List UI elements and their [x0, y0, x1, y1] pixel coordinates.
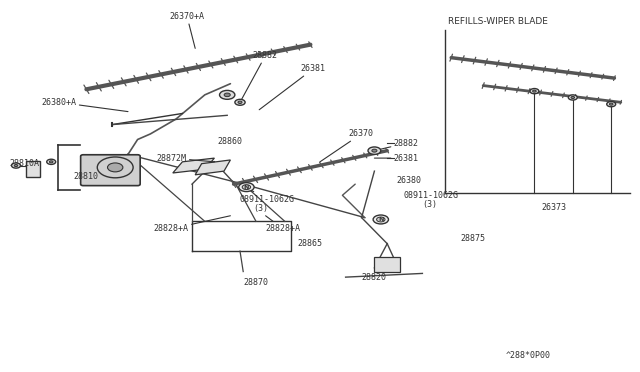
Circle shape	[372, 149, 377, 152]
Text: 28820: 28820	[362, 273, 387, 282]
Text: 26381: 26381	[374, 154, 419, 163]
Text: 26370: 26370	[320, 129, 374, 162]
Polygon shape	[173, 158, 214, 173]
Text: N: N	[244, 185, 249, 190]
Text: 28872M: 28872M	[157, 154, 214, 163]
Text: 28810: 28810	[74, 172, 99, 181]
Text: 08911-1062G: 08911-1062G	[240, 188, 295, 203]
Circle shape	[235, 99, 245, 105]
Text: 28882: 28882	[374, 139, 419, 151]
Circle shape	[12, 163, 20, 168]
Circle shape	[238, 101, 242, 103]
Polygon shape	[374, 257, 400, 272]
Polygon shape	[195, 160, 230, 175]
Circle shape	[568, 95, 577, 100]
FancyBboxPatch shape	[81, 155, 140, 186]
Circle shape	[49, 161, 53, 163]
Text: N: N	[378, 217, 383, 222]
Text: 28828+A: 28828+A	[154, 216, 230, 233]
Text: 28875: 28875	[461, 234, 486, 243]
Text: 28860: 28860	[218, 137, 243, 146]
Bar	[26, 161, 40, 177]
Circle shape	[609, 103, 613, 105]
Circle shape	[14, 164, 18, 167]
Text: REFILLS-WIPER BLADE: REFILLS-WIPER BLADE	[448, 17, 548, 26]
Circle shape	[220, 90, 235, 99]
Text: (3): (3)	[422, 200, 437, 209]
Text: 28810A: 28810A	[10, 159, 40, 168]
Circle shape	[224, 93, 230, 97]
Circle shape	[242, 185, 251, 190]
Text: 26380+A: 26380+A	[42, 98, 128, 112]
Circle shape	[571, 96, 575, 99]
Text: ^288*0P00: ^288*0P00	[506, 351, 550, 360]
Circle shape	[607, 102, 616, 107]
Circle shape	[239, 183, 254, 192]
Circle shape	[373, 215, 388, 224]
Text: 26370+A: 26370+A	[170, 12, 205, 48]
Circle shape	[376, 217, 385, 222]
Text: 26380: 26380	[397, 176, 422, 185]
Circle shape	[47, 159, 56, 164]
Circle shape	[108, 163, 123, 172]
Circle shape	[368, 147, 381, 154]
Text: 26373: 26373	[541, 203, 566, 212]
Text: 28828+A: 28828+A	[266, 216, 301, 233]
Text: 26381: 26381	[259, 64, 326, 110]
Text: 08911-1062G: 08911-1062G	[403, 191, 458, 200]
Text: 28865: 28865	[298, 239, 323, 248]
Circle shape	[530, 89, 539, 94]
Text: (3): (3)	[253, 204, 268, 213]
Circle shape	[532, 90, 536, 92]
Text: 28870: 28870	[243, 278, 268, 287]
Text: 28882: 28882	[240, 51, 278, 102]
